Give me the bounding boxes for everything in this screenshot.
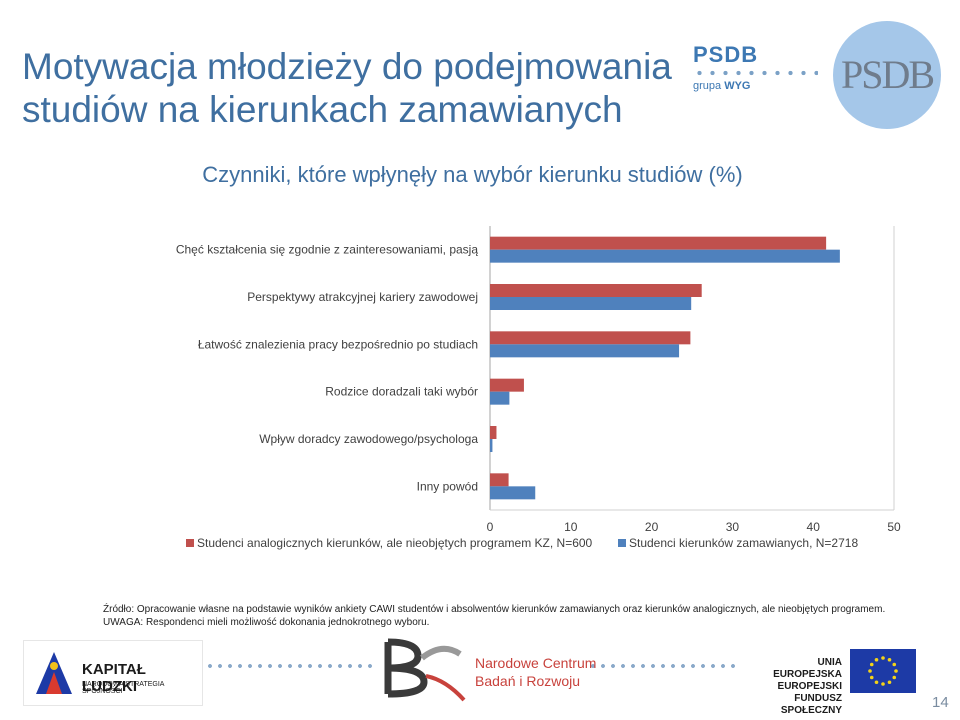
ncbr-name: Narodowe Centrum Badań i Rozwoju [475, 654, 596, 690]
psdb-group-label: grupa WYG [693, 80, 818, 92]
eu-star-icon [887, 680, 892, 685]
bar-red-series [490, 426, 497, 439]
category-label: Wpływ doradcy zawodowego/psychologa [259, 432, 478, 446]
psdb-logo-name: PSDB [693, 42, 759, 67]
ncbr-name-line2: Badań i Rozwoju [475, 673, 581, 689]
x-tick-label: 0 [487, 520, 494, 534]
bar-blue-series [490, 391, 510, 405]
x-tick-label: 50 [887, 520, 901, 534]
slide-title: Motywacja młodzieży do podejmowania stud… [22, 46, 672, 130]
x-tick-label: 40 [807, 520, 821, 534]
eu-star-icon [881, 682, 885, 686]
eu-star-icon [894, 669, 898, 673]
ncbr-logo-icon [384, 638, 466, 702]
ue-label-line1: UNIA EUROPEJSKA [773, 657, 842, 680]
psdb-logo: PSDB grupa WYG [693, 42, 818, 92]
source-note: Źródło: Opracowanie własne na podstawie … [103, 604, 886, 628]
category-label: Inny powód [417, 479, 478, 493]
kapital-ludzki-name: KAPITAŁ LUDZKI [82, 661, 146, 695]
bar-blue-series [490, 297, 692, 310]
bar-blue-series [490, 439, 493, 452]
bar-red-series [490, 331, 691, 345]
eu-star-icon [869, 662, 874, 667]
ue-label-line2: EUROPEJSKI [777, 681, 842, 692]
page-number: 14 [932, 694, 949, 711]
kapital-ludzki-emblem-icon [36, 652, 72, 694]
x-tick-label: 20 [645, 520, 659, 534]
footer-dotted-line [205, 663, 375, 669]
eu-star-icon [874, 657, 879, 662]
x-tick-label: 30 [726, 520, 740, 534]
bar-red-series [490, 378, 524, 392]
eu-stars-icon [868, 656, 898, 686]
kapital-ludzki-subtitle: NARODOWA STRATEGIA SPÓJNOŚCI [82, 681, 165, 695]
bar-red-series [490, 236, 827, 250]
eu-star-icon [881, 656, 885, 660]
bar-blue-series [490, 249, 840, 263]
category-label: Rodzice doradzali taki wybór [325, 385, 478, 399]
eu-flag-icon [850, 649, 916, 693]
eu-star-icon [868, 669, 872, 673]
footer-dotted-line [588, 663, 738, 669]
bar-chart: Chęć kształcenia się zgodnie z zainteres… [176, 226, 901, 550]
chart-title: Czynniki, które wpłynęły na wybór kierun… [202, 162, 743, 187]
psdb-group-prefix: grupa [693, 80, 725, 92]
bar-blue-series [490, 486, 536, 500]
legend-swatch [618, 539, 626, 547]
x-tick-label: 10 [564, 520, 578, 534]
eu-star-icon [887, 657, 892, 662]
ue-label: UNIA EUROPEJSKA EUROPEJSKI FUNDUSZ SPOŁE… [748, 657, 842, 717]
psdb-circle-text: PSDB [840, 52, 935, 97]
eu-star-icon [869, 675, 874, 680]
bar-blue-series [490, 344, 680, 358]
legend-swatch [186, 539, 194, 547]
bar-red-series [490, 284, 702, 297]
ue-label-line3: FUNDUSZ SPOŁECZNY [780, 693, 842, 716]
eu-star-icon [892, 675, 897, 680]
bar-red-series [490, 473, 509, 487]
category-label: Chęć kształcenia się zgodnie z zainteres… [176, 243, 478, 257]
legend-label: Studenci analogicznych kierunków, ale ni… [197, 536, 593, 550]
kapital-ludzki-logo: KAPITAŁ LUDZKI NARODOWA STRATEGIA SPÓJNO… [23, 640, 203, 706]
dotted-divider [693, 70, 818, 76]
psdb-circle-logo: PSDB [833, 21, 941, 129]
eu-star-icon [874, 680, 879, 685]
category-label: Łatwość znalezienia pracy bezpośrednio p… [198, 337, 478, 351]
eu-star-icon [892, 662, 897, 667]
category-label: Perspektywy atrakcyjnej kariery zawodowe… [247, 290, 478, 304]
legend-label: Studenci kierunków zamawianych, N=2718 [629, 536, 858, 550]
ncbr-name-line1: Narodowe Centrum [475, 655, 597, 671]
psdb-group-name: WYG [724, 80, 751, 92]
